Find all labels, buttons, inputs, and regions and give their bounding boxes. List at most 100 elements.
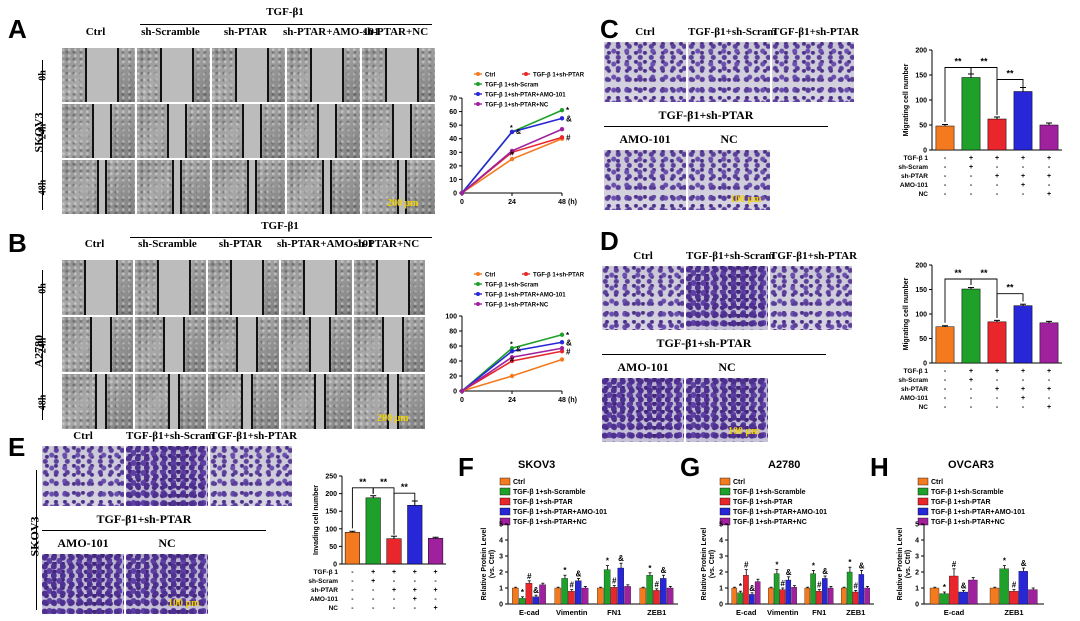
y-tick-label: 40 xyxy=(449,359,457,366)
panel-e-side-line xyxy=(36,470,37,610)
legend-marker xyxy=(476,292,480,296)
column-header: NC xyxy=(720,132,738,146)
panel-a-side-line xyxy=(42,60,43,210)
y-axis-label: Relative Protein Level xyxy=(701,528,708,601)
wound-gap xyxy=(229,260,264,315)
wound-gap xyxy=(84,48,119,102)
significance-bracket xyxy=(996,293,1024,318)
significance-mark: * xyxy=(606,557,610,566)
legend-marker xyxy=(476,102,480,106)
panel-e-cell-line: SKOV3 xyxy=(27,516,42,557)
panel-e-bar-chart: 0 50 100 150 200 250 Invading cell number ** ** *… xyxy=(308,474,446,612)
panel-label-b: B xyxy=(8,228,27,258)
panel-label-h: H xyxy=(870,452,889,482)
data-point xyxy=(559,357,565,362)
treatment-row-label: AMO-101 xyxy=(900,395,929,402)
bar xyxy=(999,568,1009,605)
y-tick-label: 0 xyxy=(453,389,457,396)
row-label: 0h xyxy=(37,70,49,81)
legend-swatch xyxy=(917,477,929,486)
bar xyxy=(846,571,853,605)
bar xyxy=(785,579,792,605)
legend-swatch xyxy=(917,487,929,496)
wound-gap xyxy=(94,374,107,429)
y-tick-label: 50 xyxy=(919,123,927,130)
panel-h-bar-chart: OVCAR3 Ctrl TGF-β 1+sh-Scramble TGF-β 1+sh-… xyxy=(897,459,1044,617)
group-line xyxy=(604,126,828,127)
wound-image xyxy=(362,160,435,214)
y-tick-label: 200 xyxy=(915,48,927,55)
legend-swatch xyxy=(499,477,511,486)
category-label: E-cad xyxy=(519,608,540,617)
transwell-image xyxy=(770,266,852,330)
wound-image xyxy=(362,104,435,158)
treatment-cell: + xyxy=(1021,155,1025,162)
panel-label-e: E xyxy=(8,432,26,462)
wound-gap xyxy=(321,160,332,214)
column-header: NC xyxy=(158,536,176,550)
treatment-cell: - xyxy=(996,191,999,198)
column-header: TGF-β1+sh-Scram xyxy=(688,26,777,38)
treatment-cell: + xyxy=(371,569,375,576)
chart-title: A2780 xyxy=(768,459,800,471)
significance-mark: ** xyxy=(980,268,988,278)
y-axis-label: Relative Protein Level xyxy=(897,528,904,601)
column-header: AMO-101 xyxy=(619,132,671,146)
wound-gap xyxy=(83,260,118,315)
legend-swatch xyxy=(719,507,731,516)
significance-mark: * xyxy=(566,106,570,115)
bar xyxy=(365,497,381,565)
significance-mark: & xyxy=(618,554,624,563)
x-unit: (h) xyxy=(568,397,577,404)
significance-mark: # xyxy=(566,133,571,142)
y-tick-label: 3 xyxy=(499,554,503,561)
bar xyxy=(987,321,1007,364)
transwell-image xyxy=(686,378,768,442)
significance-mark: * xyxy=(563,566,567,575)
transwell-image xyxy=(602,266,684,330)
data-point xyxy=(559,332,565,337)
legend-label: TGF-β 1+sh-Scram xyxy=(485,83,539,89)
treatment-cell: - xyxy=(970,386,973,393)
treatment-cell: + xyxy=(371,578,375,585)
wound-gap xyxy=(234,48,269,102)
significance-mark: & xyxy=(749,584,755,593)
y-tick-label: 1 xyxy=(499,586,503,593)
bar xyxy=(852,591,859,605)
significance-mark: ** xyxy=(954,268,962,278)
significance-mark: ** xyxy=(980,57,988,67)
bar xyxy=(610,587,618,605)
data-point xyxy=(559,346,565,351)
panel-c-bar-chart: 0 50 100 150 200 Migrating cell number ** ** ** T… xyxy=(898,48,1062,198)
treatment-cell: + xyxy=(434,587,438,594)
panel-b-side-line xyxy=(42,270,43,420)
scale-bar: 200 μm xyxy=(377,413,409,424)
wound-image xyxy=(137,160,210,214)
bar xyxy=(840,587,847,605)
treatment-cell: - xyxy=(944,377,947,384)
treatment-cell: - xyxy=(996,404,999,411)
wound-image xyxy=(62,160,135,214)
significance-mark: & xyxy=(533,586,539,595)
panel-b-treatment: TGF-β1 xyxy=(261,220,299,232)
legend-swatch xyxy=(499,507,511,516)
category-label: Vimentin xyxy=(556,608,588,617)
treatment-cell: + xyxy=(995,368,999,375)
bar xyxy=(603,569,611,605)
treatment-cell: + xyxy=(1047,155,1051,162)
y-tick-label: 0 xyxy=(453,191,457,198)
significance-mark: * xyxy=(510,125,513,132)
treatment-cell: - xyxy=(393,596,396,603)
y-tick-label: 4 xyxy=(719,538,723,545)
wound-image xyxy=(287,160,360,214)
significance-mark: & xyxy=(566,338,572,347)
wound-gap xyxy=(313,374,326,429)
bar xyxy=(525,583,533,605)
treatment-cell: - xyxy=(1022,377,1025,384)
transwell-image xyxy=(772,42,854,102)
y-tick-label: 5 xyxy=(915,522,919,529)
legend-swatch xyxy=(719,487,731,496)
y-tick-label: 1 xyxy=(719,586,723,593)
bar xyxy=(810,573,816,605)
